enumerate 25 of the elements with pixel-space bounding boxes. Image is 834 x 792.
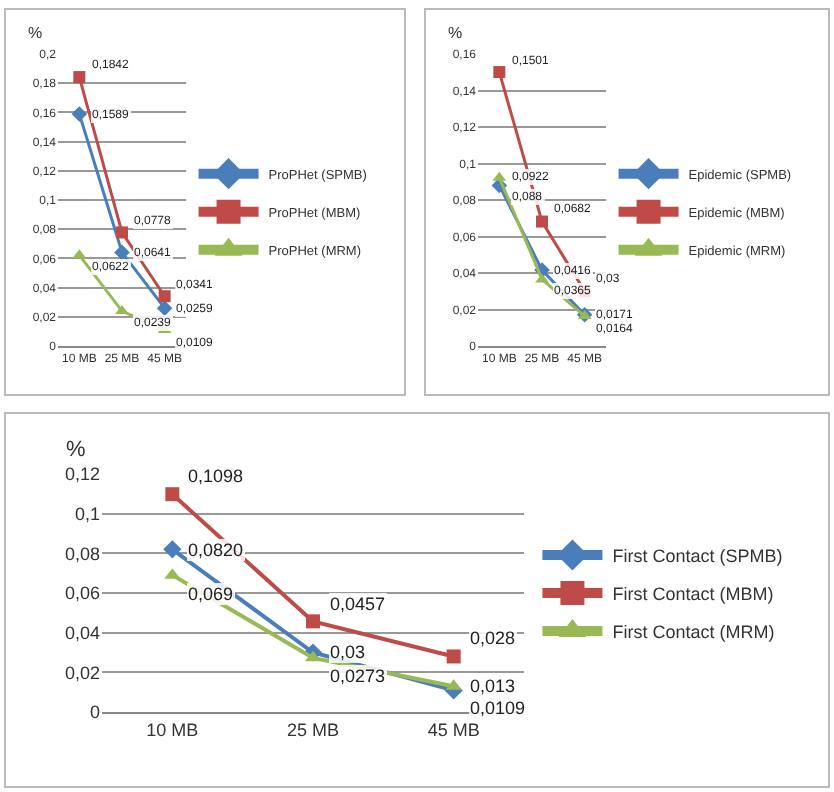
x-tick-label: 25 MB [286,719,340,740]
data-label: 0,013 [470,676,516,696]
y-tick-label: 0,08 [64,543,100,564]
y-axis-title: % [28,24,43,42]
data-label: 0,0820 [188,540,244,560]
legend-label: First Contact (MBM) [612,584,774,605]
x-tick-label: 45 MB [427,719,480,740]
data-label: 0,0457 [330,594,386,614]
y-tick-label: 0,12 [64,464,100,485]
data-label: 0,0273 [330,666,386,686]
data-label: 0,028 [470,628,516,648]
data-label: 0,1098 [188,466,244,486]
legend-label: First Contact (SPMB) [612,546,783,567]
y-axis-title: % [66,438,86,462]
data-label: 0,03 [330,642,366,662]
y-tick-label: 0,06 [64,583,100,604]
data-label: 0,069 [188,584,234,604]
legend-label: First Contact (MRM) [612,622,775,643]
x-tick-label: 10 MB [146,719,199,740]
y-tick-label: 0,1 [74,503,100,524]
y-tick-label: 0 [89,702,100,723]
y-tick-label: 0,04 [64,622,100,643]
y-axis-title: % [448,24,463,42]
data-label: 0,0109 [470,698,526,718]
y-tick-label: 0,02 [64,662,100,683]
